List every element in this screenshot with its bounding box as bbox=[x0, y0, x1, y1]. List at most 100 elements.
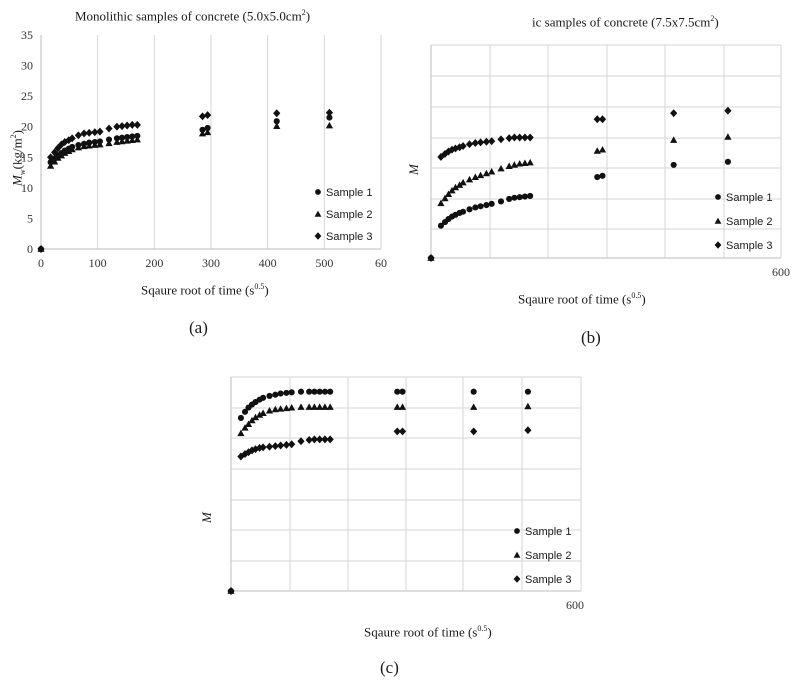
data-point-diamond bbox=[593, 115, 601, 124]
caption-a: (a) bbox=[189, 318, 208, 337]
data-point-diamond bbox=[227, 587, 235, 595]
data-point-triangle bbox=[237, 429, 245, 437]
data-point-circle bbox=[437, 222, 444, 229]
data-point-circle bbox=[124, 134, 131, 141]
y-tick-label: 15 bbox=[21, 150, 33, 164]
data-point-diamond bbox=[51, 148, 59, 157]
data-point-diamond bbox=[133, 120, 141, 129]
x-tick-label: 400 bbox=[259, 256, 277, 270]
data-point-diamond bbox=[91, 128, 99, 137]
data-point-triangle bbox=[459, 178, 467, 186]
data-point-triangle bbox=[85, 142, 93, 149]
data-point-circle bbox=[204, 124, 211, 131]
data-point-diamond bbox=[325, 108, 334, 117]
data-point-triangle bbox=[321, 403, 329, 410]
data-point-triangle bbox=[510, 161, 519, 168]
data-point-circle bbox=[316, 388, 323, 395]
data-point-circle bbox=[497, 198, 505, 205]
chart-panel-a: Monolithic samples of concrete (5.0x5.0c… bbox=[0, 0, 400, 345]
data-point-diamond bbox=[248, 446, 256, 455]
data-point-circle bbox=[321, 388, 328, 395]
data-point-diamond bbox=[465, 140, 474, 149]
data-point-diamond bbox=[54, 144, 62, 153]
data-point-triangle bbox=[441, 194, 449, 202]
legend-label: Sample 1 bbox=[525, 526, 571, 538]
legend-label: Sample 3 bbox=[525, 574, 571, 586]
data-point-triangle bbox=[437, 199, 445, 207]
data-point-triangle bbox=[128, 136, 136, 144]
y-tick-label: 35 bbox=[21, 28, 33, 42]
chart-c-xlabel: Sqaure root of time (s0.5) bbox=[364, 624, 492, 640]
data-point-triangle bbox=[91, 141, 99, 148]
data-point-circle bbox=[105, 136, 113, 143]
data-point-diamond bbox=[497, 135, 505, 144]
data-point-diamond bbox=[47, 153, 55, 162]
data-point-circle bbox=[516, 194, 523, 201]
data-point-triangle bbox=[241, 424, 249, 431]
data-point-circle bbox=[511, 194, 518, 201]
data-point-diamond bbox=[476, 138, 485, 147]
data-point-triangle bbox=[118, 137, 126, 145]
data-point-diamond bbox=[444, 147, 453, 156]
data-point-circle bbox=[466, 206, 473, 213]
data-point-triangle bbox=[724, 133, 732, 140]
data-point-triangle bbox=[288, 403, 296, 411]
chart-c-plot: 600 Sample 1 Sample 2 Sample 3 bbox=[227, 376, 584, 612]
data-point-triangle bbox=[524, 402, 532, 410]
legend-marker-diamond bbox=[714, 241, 722, 249]
data-point-triangle bbox=[482, 169, 491, 177]
x-tick-label: 500 bbox=[315, 256, 333, 270]
y-tick-label: 10 bbox=[21, 181, 33, 195]
chart-panel-b: ic samples of concrete (7.5x7.5cm2) 600 S… bbox=[400, 0, 800, 345]
data-point-triangle bbox=[123, 137, 131, 144]
data-point-triangle bbox=[248, 416, 256, 424]
data-point-circle bbox=[260, 394, 267, 401]
chart-b-plot: 600 Sample 1 Sample 2 Sample 3 bbox=[427, 44, 790, 279]
data-point-diamond bbox=[37, 245, 45, 253]
data-point-diamond bbox=[255, 443, 264, 452]
legend-label: Sample 2 bbox=[326, 209, 372, 221]
data-point-diamond bbox=[251, 445, 260, 454]
data-point-circle bbox=[477, 203, 484, 210]
legend-label: Sample 3 bbox=[726, 240, 772, 252]
data-point-circle bbox=[113, 135, 120, 142]
data-point-diamond bbox=[204, 111, 212, 120]
data-point-triangle bbox=[57, 151, 65, 159]
data-point-diamond bbox=[724, 106, 732, 115]
data-point-triangle bbox=[470, 403, 478, 410]
data-point-triangle bbox=[204, 128, 212, 136]
data-point-triangle bbox=[476, 171, 485, 179]
data-point-diamond bbox=[393, 427, 401, 436]
data-point-circle bbox=[599, 172, 606, 179]
legend-marker-diamond bbox=[314, 232, 322, 240]
data-point-triangle bbox=[133, 135, 141, 143]
data-point-triangle bbox=[80, 142, 88, 150]
data-point-diamond bbox=[310, 435, 319, 444]
data-point-triangle bbox=[326, 403, 334, 410]
data-point-triangle bbox=[54, 154, 62, 161]
data-point-circle bbox=[521, 193, 528, 200]
x-tick-label: 100 bbox=[89, 256, 107, 270]
data-point-triangle bbox=[455, 181, 464, 188]
data-point-diamond bbox=[276, 441, 285, 450]
data-point-circle bbox=[506, 195, 513, 203]
data-point-triangle bbox=[325, 121, 334, 129]
data-point-diamond bbox=[448, 145, 456, 154]
data-point-triangle bbox=[65, 147, 73, 155]
data-point-triangle bbox=[297, 403, 305, 410]
x-tick-label: 60 bbox=[375, 256, 387, 270]
data-point-diamond bbox=[105, 124, 113, 133]
data-point-diamond bbox=[68, 134, 76, 143]
data-point-diamond bbox=[321, 435, 329, 444]
y-tick-label: 25 bbox=[21, 89, 33, 103]
data-point-triangle bbox=[465, 175, 474, 183]
chart-a-title: Monolithic samples of concrete (5.0x5.0c… bbox=[75, 8, 311, 24]
data-point-diamond bbox=[80, 129, 88, 138]
data-point-triangle bbox=[310, 403, 319, 410]
data-point-diamond bbox=[526, 133, 534, 142]
data-point-triangle bbox=[68, 145, 76, 153]
caption-b: (b) bbox=[581, 328, 601, 347]
caption-c: (c) bbox=[380, 658, 399, 677]
data-point-circle bbox=[488, 200, 495, 207]
chart-panel-c: 600 Sample 1 Sample 2 Sample 3 M Sqaure roo… bbox=[195, 365, 615, 655]
